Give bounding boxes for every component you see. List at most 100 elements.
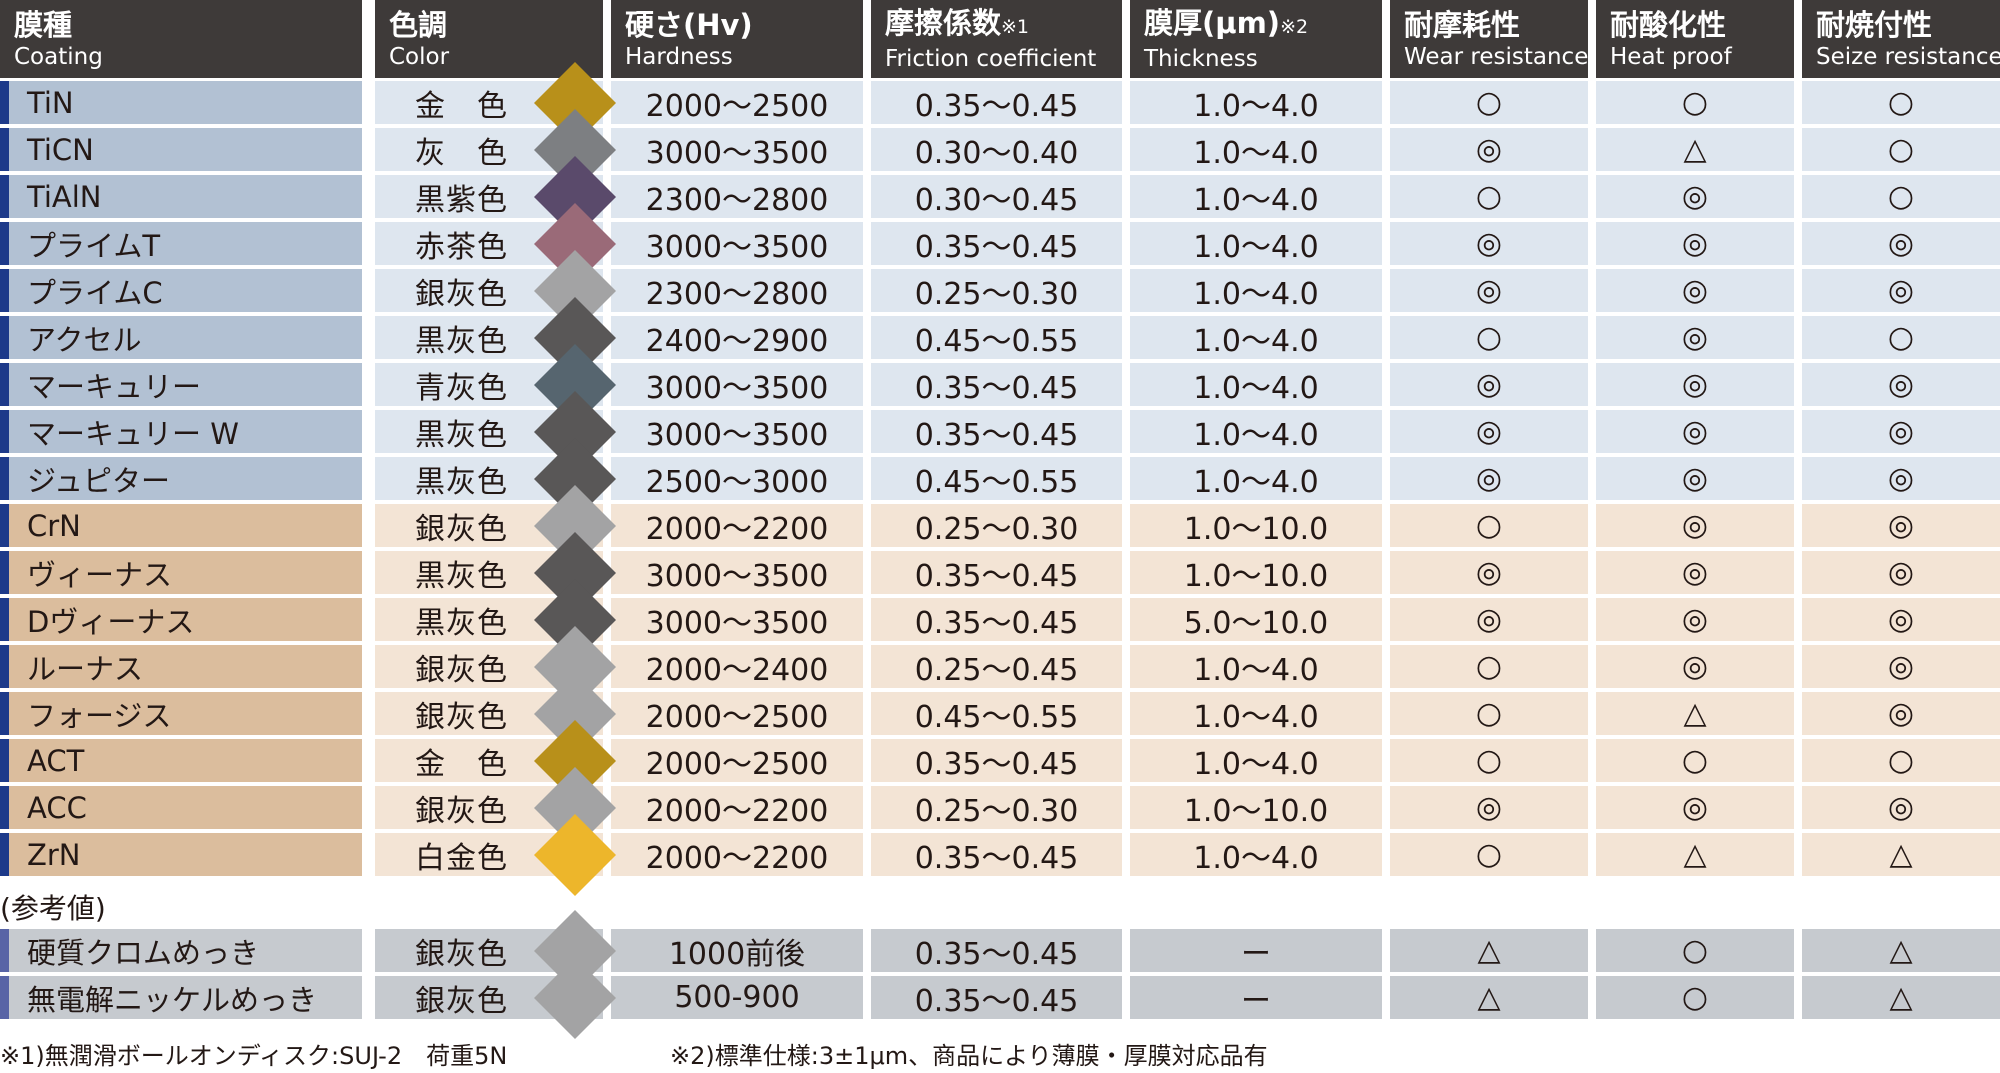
coating-name-cell: TiAlN (0, 175, 362, 218)
header-thickness-note: ※2 (1280, 16, 1309, 38)
wear-cell: ○ (1390, 739, 1588, 782)
coating-name-cell: プライムT (0, 222, 362, 265)
heat-cell: ◎ (1596, 363, 1794, 406)
thickness-cell: 1.0～4.0 (1130, 175, 1382, 218)
heat-cell: ◎ (1596, 410, 1794, 453)
coating-name-cell: フォージス (0, 692, 362, 735)
header-hardness: 硬さ(Hv) Hardness (611, 0, 863, 78)
reference-label: (参考値) (0, 892, 106, 925)
heat-cell: ○ (1596, 81, 1794, 124)
thickness-cell: 1.0～4.0 (1130, 128, 1382, 171)
thickness-cell: 1.0～4.0 (1130, 645, 1382, 688)
header-coating-jp: 膜種 (14, 7, 72, 43)
thickness-cell: 1.0～4.0 (1130, 363, 1382, 406)
header-thickness-jp-text: 膜厚(μm) (1144, 6, 1281, 40)
hardness-cell: 2000～2500 (611, 739, 863, 782)
hardness-cell: 2300～2800 (611, 269, 863, 312)
hardness-cell: 1000前後 (611, 929, 863, 972)
header-heat: 耐酸化性 Heat proof (1596, 0, 1794, 78)
heat-cell: ◎ (1596, 645, 1794, 688)
heat-cell: ◎ (1596, 175, 1794, 218)
coating-name-cell: CrN (0, 504, 362, 547)
friction-cell: 0.30～0.40 (871, 128, 1122, 171)
header-thickness-en: Thickness (1144, 46, 1258, 72)
wear-cell: △ (1390, 976, 1588, 1019)
header-hardness-en: Hardness (625, 44, 733, 70)
seize-cell: ◎ (1802, 786, 2000, 829)
thickness-cell: 1.0～4.0 (1130, 457, 1382, 500)
header-wear-en: Wear resistance (1404, 44, 1588, 70)
coating-name-cell: TiCN (0, 128, 362, 171)
header-coating: 膜種 Coating (0, 0, 362, 78)
seize-cell: ○ (1802, 128, 2000, 171)
seize-cell: ◎ (1802, 645, 2000, 688)
friction-cell: 0.25～0.30 (871, 504, 1122, 547)
heat-cell: ◎ (1596, 504, 1794, 547)
heat-cell: ◎ (1596, 316, 1794, 359)
coating-name-cell: ZrN (0, 833, 362, 876)
seize-cell: ○ (1802, 739, 2000, 782)
header-seize: 耐焼付性 Seize resistance (1802, 0, 2000, 78)
thickness-cell: ー (1130, 929, 1382, 972)
header-wear-jp-text: 耐摩耗性 (1404, 8, 1521, 42)
header-wear-jp: 耐摩耗性 (1404, 7, 1520, 43)
header-thickness-jp: 膜厚(μm)※2 (1144, 5, 1308, 45)
coating-name-cell: ACC (0, 786, 362, 829)
wear-cell: ◎ (1390, 269, 1588, 312)
heat-cell: ◎ (1596, 457, 1794, 500)
wear-cell: ◎ (1390, 786, 1588, 829)
seize-cell: ◎ (1802, 269, 2000, 312)
friction-cell: 0.35～0.45 (871, 363, 1122, 406)
seize-cell: ◎ (1802, 551, 2000, 594)
coating-name-cell: アクセル (0, 316, 362, 359)
wear-cell: ◎ (1390, 410, 1588, 453)
header-color-jp: 色調 (389, 7, 447, 43)
seize-cell: ◎ (1802, 504, 2000, 547)
hardness-cell: 3000～3500 (611, 128, 863, 171)
header-heat-jp: 耐酸化性 (1610, 7, 1726, 43)
coating-name-cell: マーキュリー (0, 363, 362, 406)
thickness-cell: 5.0～10.0 (1130, 598, 1382, 641)
header-seize-jp-text: 耐焼付性 (1816, 8, 1933, 42)
friction-cell: 0.35～0.45 (871, 929, 1122, 972)
thickness-cell: 1.0～10.0 (1130, 551, 1382, 594)
thickness-cell: 1.0～4.0 (1130, 410, 1382, 453)
thickness-cell: 1.0～4.0 (1130, 833, 1382, 876)
coating-name-cell: ACT (0, 739, 362, 782)
header-friction: 摩擦係数※1 Friction coefficient (871, 0, 1122, 78)
header-friction-note: ※1 (1001, 16, 1030, 38)
header-color-jp-text: 色調 (389, 8, 448, 42)
thickness-cell: 1.0～10.0 (1130, 504, 1382, 547)
hardness-cell: 3000～3500 (611, 363, 863, 406)
hardness-cell: 500-900 (611, 976, 863, 1019)
hardness-cell: 3000～3500 (611, 598, 863, 641)
heat-cell: △ (1596, 128, 1794, 171)
wear-cell: ○ (1390, 645, 1588, 688)
seize-cell: ◎ (1802, 363, 2000, 406)
heat-cell: ◎ (1596, 786, 1794, 829)
header-wear: 耐摩耗性 Wear resistance (1390, 0, 1588, 78)
seize-cell: ◎ (1802, 598, 2000, 641)
seize-cell: ○ (1802, 316, 2000, 359)
thickness-cell: 1.0～4.0 (1130, 739, 1382, 782)
heat-cell: ◎ (1596, 222, 1794, 265)
wear-cell: ◎ (1390, 363, 1588, 406)
header-heat-en: Heat proof (1610, 44, 1732, 70)
friction-cell: 0.45～0.55 (871, 457, 1122, 500)
hardness-cell: 2300～2800 (611, 175, 863, 218)
heat-cell: ◎ (1596, 269, 1794, 312)
header-seize-en: Seize resistance (1816, 44, 2000, 70)
friction-cell: 0.30～0.45 (871, 175, 1122, 218)
header-coating-jp-text: 膜種 (14, 8, 73, 42)
seize-cell: ◎ (1802, 692, 2000, 735)
header-friction-jp: 摩擦係数※1 (885, 5, 1029, 45)
heat-cell: ○ (1596, 929, 1794, 972)
header-friction-jp-text: 摩擦係数 (885, 6, 1002, 40)
seize-cell: ◎ (1802, 410, 2000, 453)
hardness-cell: 2500～3000 (611, 457, 863, 500)
seize-cell: △ (1802, 833, 2000, 876)
coating-name-cell: プライムC (0, 269, 362, 312)
friction-cell: 0.25～0.30 (871, 786, 1122, 829)
seize-cell: ◎ (1802, 222, 2000, 265)
coating-name-cell: ルーナス (0, 645, 362, 688)
